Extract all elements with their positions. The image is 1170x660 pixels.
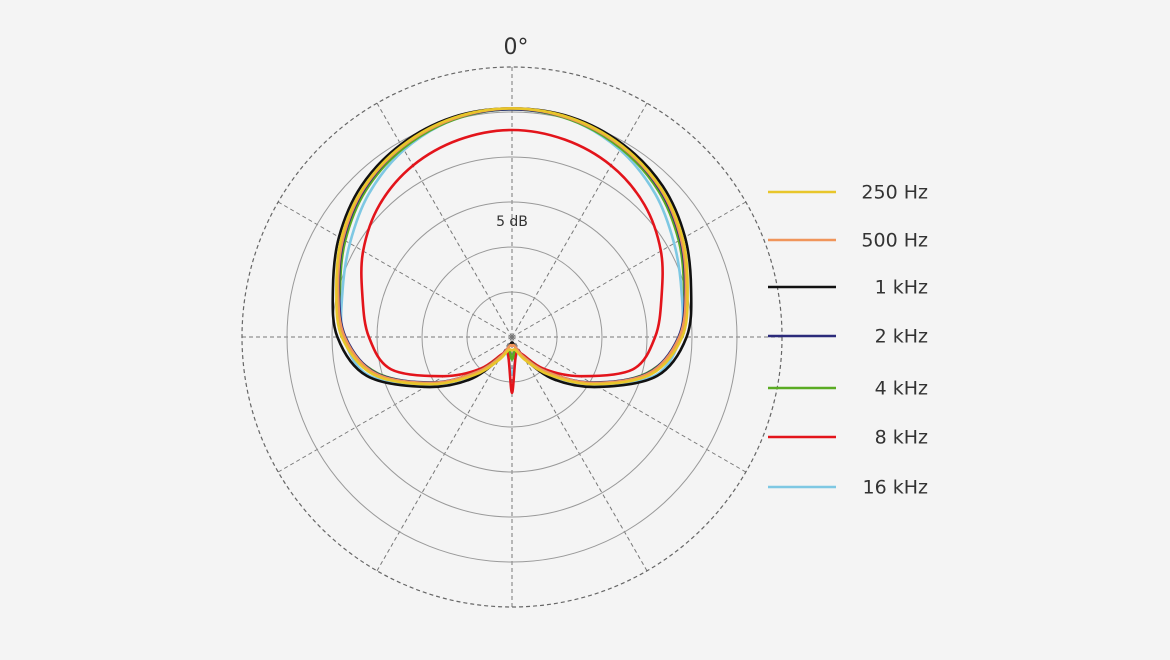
pattern-curve bbox=[337, 108, 687, 385]
grid bbox=[241, 66, 783, 608]
grid-ring bbox=[421, 246, 603, 428]
grid-ring bbox=[376, 201, 648, 473]
grid-ring bbox=[466, 291, 558, 383]
pattern-curve bbox=[331, 107, 693, 389]
legend-label: 500 Hz bbox=[861, 230, 928, 252]
curves bbox=[331, 107, 693, 395]
legend-label: 8 kHz bbox=[875, 427, 928, 449]
pattern-curve bbox=[339, 108, 685, 387]
legend-label: 250 Hz bbox=[861, 182, 928, 204]
scale-annotation: 5 dB bbox=[496, 214, 528, 230]
legend-label: 4 kHz bbox=[875, 378, 928, 400]
pattern-curve bbox=[336, 107, 688, 385]
pattern-curve bbox=[360, 128, 664, 395]
legend-label: 2 kHz bbox=[875, 326, 928, 348]
pattern-curve bbox=[335, 107, 689, 386]
legend: 250 Hz 500 Hz 1 kHz 2 kHz 4 kHz 8 kHz 16 kHz bbox=[768, 182, 928, 499]
grid-ring bbox=[331, 156, 693, 518]
legend-label: 1 kHz bbox=[875, 277, 928, 299]
grid-ring bbox=[286, 111, 738, 563]
angle-label: 0° bbox=[504, 35, 529, 60]
legend-label: 16 kHz bbox=[863, 477, 929, 499]
